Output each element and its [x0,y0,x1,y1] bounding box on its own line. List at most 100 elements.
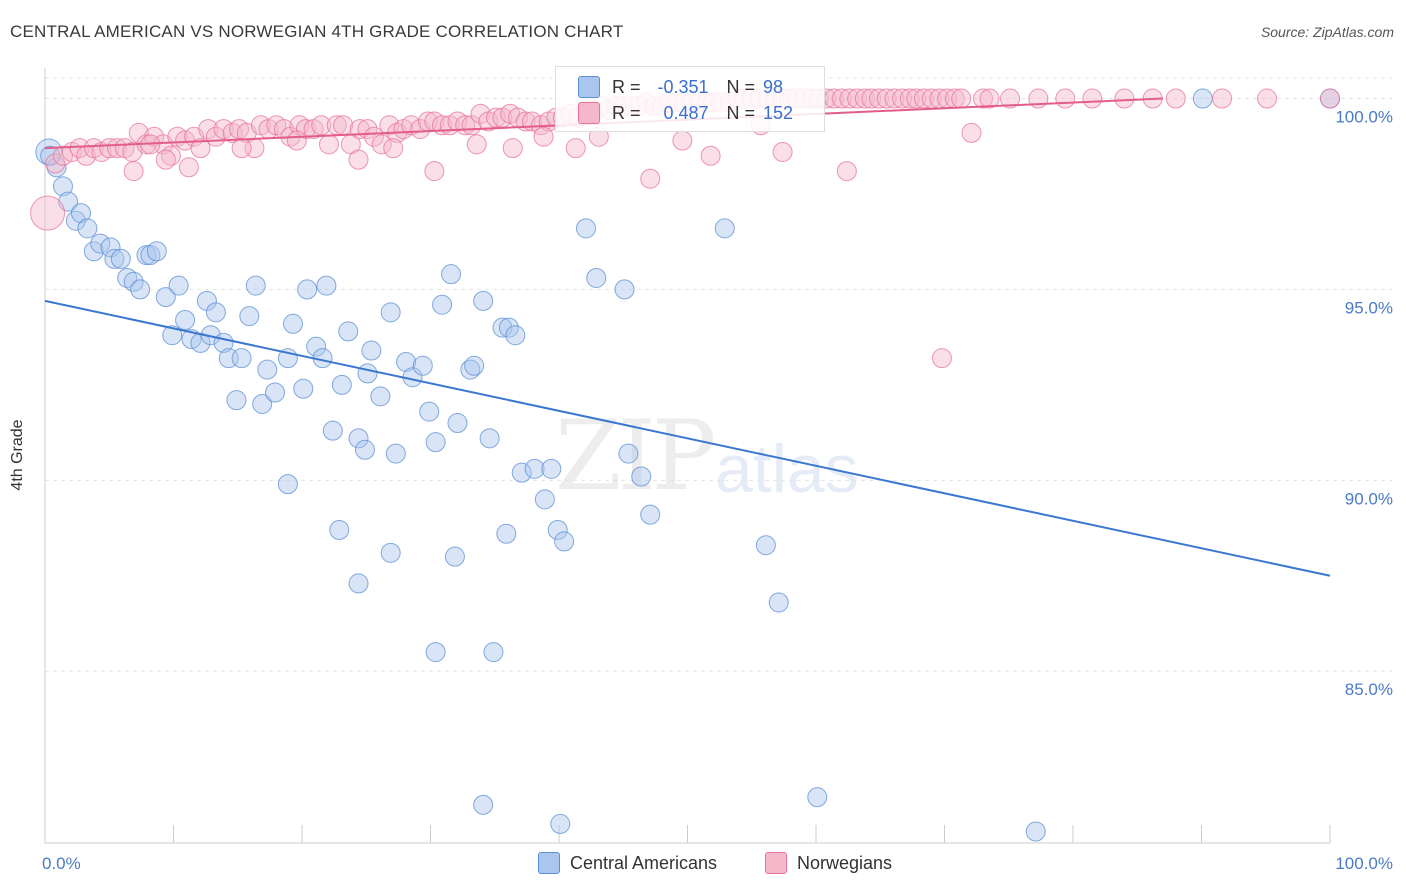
central-american-point [631,466,652,487]
norwegian-point [1212,88,1233,109]
central-american-point [146,241,167,262]
central-american-point [257,359,278,380]
norwegian-point [363,126,384,147]
central-american-point [614,279,635,300]
norwegian-point [424,161,445,182]
norwegian-point [913,88,934,109]
norwegian-point [772,141,793,162]
central-american-point [140,245,161,266]
central-american-point [432,294,453,315]
central-american-point [714,218,735,239]
norwegian-point [565,138,586,159]
norwegian-point [470,103,491,124]
central-american-point [464,355,485,376]
norwegian-point [311,115,332,136]
norwegian-point [106,138,127,159]
central-american-point [554,531,575,552]
norwegian-point [672,130,693,151]
central-american-point [348,428,369,449]
norwegian-point [854,88,875,109]
central-american-point [348,573,369,594]
central-american-point [1192,88,1213,109]
central-american-point [316,275,337,296]
y-tick-label: 90.0% [1345,489,1393,508]
central-american-point [110,248,131,269]
norwegian-point [861,88,882,109]
central-american-point [283,313,304,334]
central-american-point [245,275,266,296]
norwegian-point [178,157,199,178]
legend-swatch-blue [578,76,600,98]
norwegian-point [973,88,994,109]
legend-item-norwegians[interactable]: Norwegians [765,852,892,874]
central-american-point [331,374,352,395]
norwegian-point [155,149,176,170]
legend-item-central-americans[interactable]: Central Americans [538,852,717,874]
norwegian-point [383,138,404,159]
norwegian-point [931,348,952,369]
central-american-point [479,428,500,449]
norwegian-point [906,88,927,109]
central-american-point [239,306,260,327]
central-american-point [380,302,401,323]
central-american-point [483,642,504,663]
norwegian-point [99,138,120,159]
central-american-point [575,218,596,239]
norwegian-point [286,130,307,151]
norwegian-point [899,88,920,109]
central-american-point [1025,821,1046,842]
central-american-point [547,519,568,540]
central-american-point [425,432,446,453]
central-american-point [297,279,318,300]
norwegian-point [190,138,211,159]
legend-row-central-americans: R = -0.351 N = 98 [578,75,783,99]
central-american-point [293,378,314,399]
central-american-point [618,443,639,464]
central-american-point [100,237,121,258]
central-american-point [550,813,571,834]
central-american-point [117,267,138,288]
legend-label: Norwegians [797,852,893,873]
central-american-point [534,489,555,510]
central-american-point [370,386,391,407]
central-american-point [205,302,226,323]
norwegian-point [231,138,252,159]
central-american-point [425,642,446,663]
central-american-point [329,519,350,540]
norwegian-point [502,138,523,159]
central-american-point [77,218,98,239]
central-american-point [361,340,382,361]
central-american-point [162,325,183,346]
central-american-point [231,348,252,369]
norwegian-point [318,134,339,155]
n-value: 98 [763,76,784,97]
n-label: N = [726,76,756,97]
legend-row-norwegians: R = 0.487 N = 152 [578,101,793,125]
central-american-point [807,787,828,808]
norwegian-point [1320,88,1340,109]
central-american-point [640,504,661,525]
norwegian-point [198,119,219,140]
central-american-point [496,523,517,544]
n-label: N = [726,102,756,123]
x-tick-label: 0.0% [42,854,81,873]
norwegian-point [1055,88,1076,109]
central-american-point [338,321,359,342]
norwegian-point [979,88,1000,109]
central-american-point [252,393,273,414]
norwegian-point [123,161,144,182]
legend-swatch-blue [538,852,560,874]
central-american-point [385,443,406,464]
norwegian-point [1082,88,1103,109]
norwegian-point [876,88,897,109]
central-american-point [168,275,189,296]
central-american-point [412,355,433,376]
legend-swatch-pink [578,102,600,124]
y-tick-label: 95.0% [1345,298,1393,317]
central-american-point [541,458,562,479]
central-american-point [768,592,789,613]
x-tick-label: 100.0% [1335,854,1393,873]
central-american-point [473,794,494,815]
central-american-point [586,267,607,288]
central-american-point [755,535,776,556]
